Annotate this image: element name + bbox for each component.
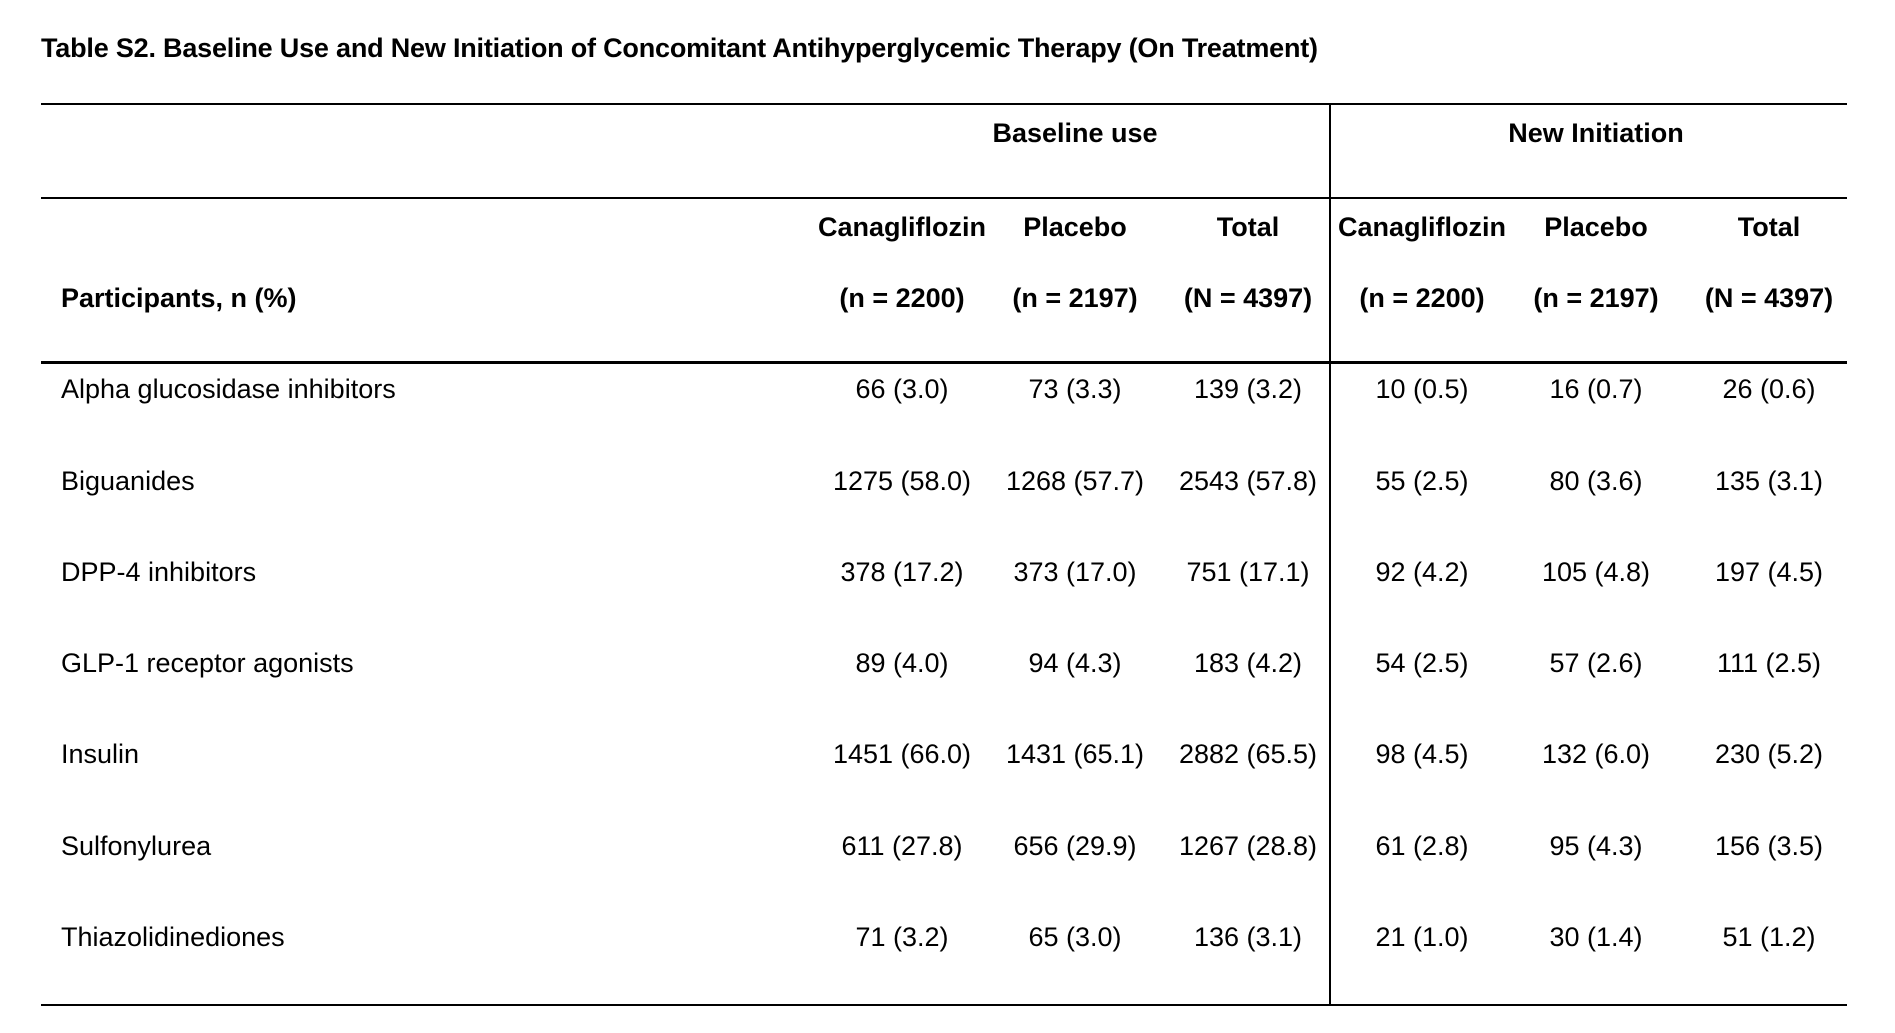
table-cell: 2543 (57.8) — [1178, 466, 1318, 496]
col-n-baseline-total: (N = 4397) — [1183, 283, 1313, 313]
col-n-new-placebo: (n = 2197) — [1533, 283, 1659, 313]
group-header-baseline: Baseline use — [992, 118, 1158, 148]
row-label: Biguanides — [61, 466, 195, 496]
table-cell: 230 (5.2) — [1714, 739, 1824, 769]
table-cell: 1451 (66.0) — [832, 739, 972, 769]
table-cell: 1267 (28.8) — [1178, 831, 1318, 861]
row-label: GLP-1 receptor agonists — [61, 648, 354, 678]
col-header-new-placebo: Placebo — [1544, 212, 1648, 242]
table-cell: 21 (1.0) — [1375, 922, 1469, 952]
table-cell: 373 (17.0) — [1013, 557, 1137, 587]
group-header-rule — [41, 197, 1847, 199]
table-cell: 94 (4.3) — [1028, 648, 1122, 678]
table-cell: 1268 (57.7) — [1005, 466, 1145, 496]
table-cell: 611 (27.8) — [841, 831, 963, 861]
table-cell: 2882 (65.5) — [1178, 739, 1318, 769]
table-cell: 139 (3.2) — [1193, 374, 1303, 404]
table-cell: 92 (4.2) — [1375, 557, 1469, 587]
col-header-new-total: Total — [1737, 212, 1801, 242]
table-cell: 65 (3.0) — [1028, 922, 1122, 952]
table-cell: 71 (3.2) — [855, 922, 949, 952]
row-label: Alpha glucosidase inhibitors — [61, 374, 396, 404]
table-cell: 111 (2.5) — [1716, 648, 1822, 678]
table-cell: 10 (0.5) — [1375, 374, 1469, 404]
col-n-new-canagliflozin: (n = 2200) — [1359, 283, 1485, 313]
table-cell: 105 (4.8) — [1541, 557, 1651, 587]
table-cell: 55 (2.5) — [1375, 466, 1469, 496]
col-n-baseline-canagliflozin: (n = 2200) — [839, 283, 965, 313]
table-cell: 95 (4.3) — [1549, 831, 1643, 861]
group-header-new-initiation: New Initiation — [1508, 118, 1684, 148]
table-cell: 30 (1.4) — [1549, 922, 1643, 952]
row-label: Sulfonylurea — [61, 831, 212, 861]
table-cell: 80 (3.6) — [1549, 466, 1643, 496]
row-label: Thiazolidinediones — [61, 922, 285, 952]
table-cell: 136 (3.1) — [1193, 922, 1303, 952]
col-header-baseline-total: Total — [1216, 212, 1280, 242]
table-cell: 656 (29.9) — [1013, 831, 1137, 861]
col-n-new-total: (N = 4397) — [1704, 283, 1834, 313]
table-title: Table S2. Baseline Use and New Initiatio… — [41, 33, 1318, 63]
row-label: DPP-4 inhibitors — [61, 557, 257, 587]
table-cell: 51 (1.2) — [1722, 922, 1816, 952]
table-cell: 54 (2.5) — [1375, 648, 1469, 678]
table-cell: 57 (2.6) — [1549, 648, 1643, 678]
table-cell: 156 (3.5) — [1714, 831, 1824, 861]
col-header-baseline-canagliflozin: Canagliflozin — [818, 212, 986, 242]
table-cell: 378 (17.2) — [840, 557, 964, 587]
table-cell: 197 (4.5) — [1714, 557, 1824, 587]
row-label: Insulin — [61, 739, 140, 769]
table-cell: 66 (3.0) — [855, 374, 949, 404]
bottom-rule — [41, 1004, 1847, 1006]
table-cell: 132 (6.0) — [1541, 739, 1651, 769]
group-divider — [1329, 104, 1331, 1005]
row-header-label: Participants, n (%) — [61, 283, 297, 313]
col-header-baseline-placebo: Placebo — [1023, 212, 1127, 242]
table-cell: 135 (3.1) — [1714, 466, 1824, 496]
table-cell: 1275 (58.0) — [832, 466, 972, 496]
table-cell: 1431 (65.1) — [1005, 739, 1145, 769]
table-cell: 61 (2.8) — [1375, 831, 1469, 861]
table-cell: 16 (0.7) — [1549, 374, 1643, 404]
table-cell: 98 (4.5) — [1375, 739, 1469, 769]
top-rule — [41, 103, 1847, 105]
header-bottom-rule — [41, 361, 1847, 364]
table-cell: 751 (17.1) — [1186, 557, 1310, 587]
table-cell: 183 (4.2) — [1193, 648, 1303, 678]
col-header-new-canagliflozin: Canagliflozin — [1338, 212, 1506, 242]
table-cell: 26 (0.6) — [1722, 374, 1816, 404]
table-cell: 73 (3.3) — [1028, 374, 1122, 404]
table-cell: 89 (4.0) — [855, 648, 949, 678]
col-n-baseline-placebo: (n = 2197) — [1012, 283, 1138, 313]
